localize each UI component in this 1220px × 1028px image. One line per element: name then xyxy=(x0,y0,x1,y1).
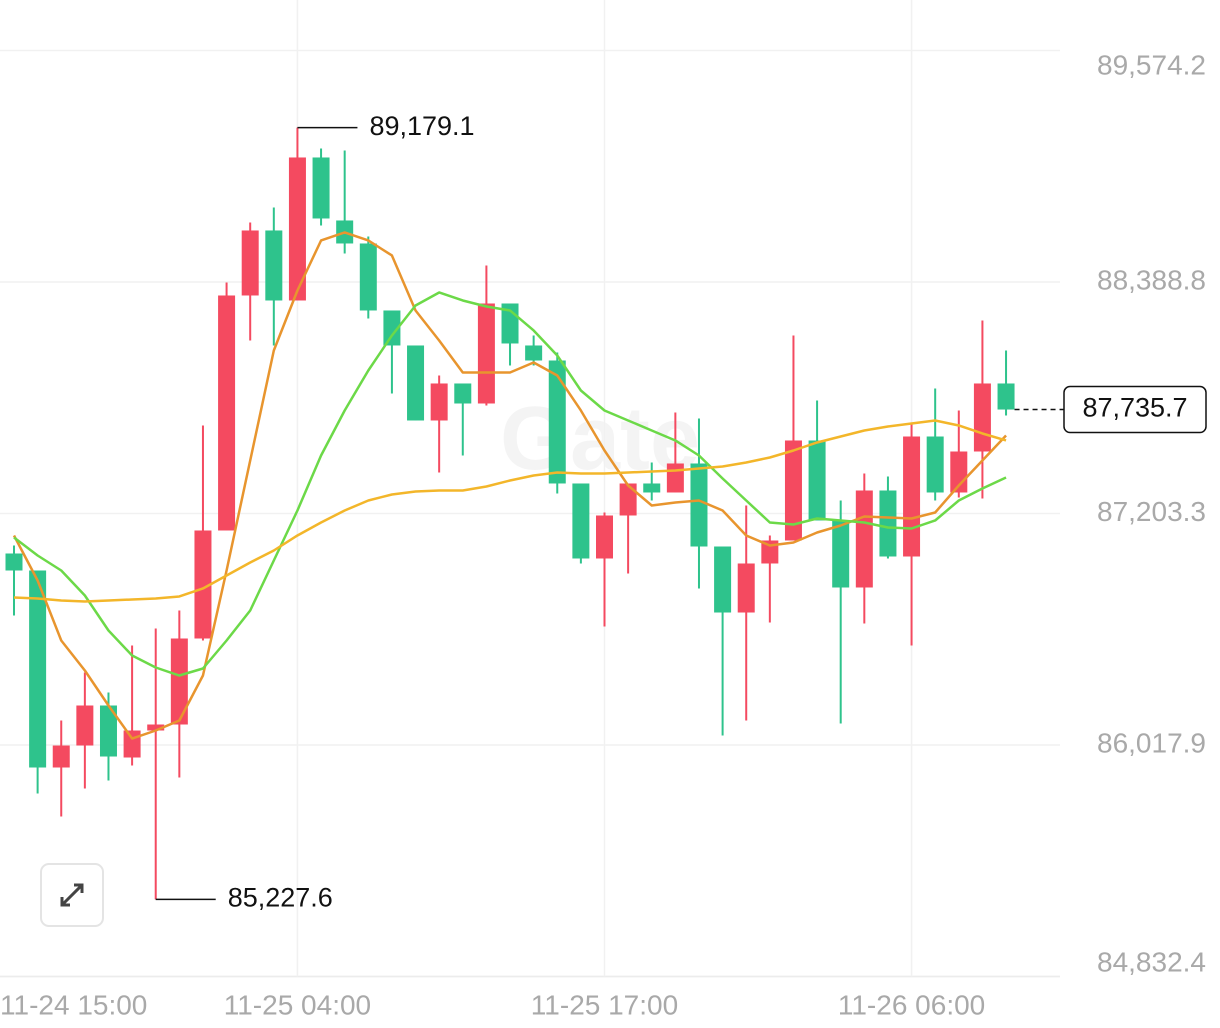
candle-body xyxy=(855,490,873,588)
candle-body xyxy=(241,230,259,296)
last-price-label: 87,735.7 xyxy=(1082,393,1187,423)
candle-body xyxy=(572,483,590,559)
candle-body xyxy=(997,383,1015,410)
candle-body xyxy=(407,345,425,421)
candle-body xyxy=(123,730,141,758)
candle-body xyxy=(76,705,94,746)
x-tick-label: 11-26 06:00 xyxy=(838,989,985,1020)
candle-body xyxy=(879,490,897,557)
candle-body xyxy=(761,540,779,564)
y-tick-label: 87,203.3 xyxy=(1097,496,1206,527)
candle-body xyxy=(265,230,283,301)
candle-body xyxy=(832,520,850,588)
candle-body xyxy=(525,345,543,361)
candle-body xyxy=(903,436,921,557)
candle-body xyxy=(926,436,944,493)
x-tick-label: 11-25 17:00 xyxy=(531,989,678,1020)
candle-body xyxy=(52,745,70,768)
y-tick-label: 84,832.4 xyxy=(1097,946,1206,977)
moving-average-line xyxy=(13,291,1007,677)
candle-body xyxy=(99,705,117,757)
candle-body xyxy=(808,440,826,521)
candle-body xyxy=(619,483,637,516)
candle-body xyxy=(170,638,188,725)
candle-body xyxy=(5,553,23,571)
x-tick-label: 11-24 15:00 xyxy=(0,989,147,1020)
candle-body xyxy=(383,310,401,346)
y-tick-label: 88,388.8 xyxy=(1097,264,1206,295)
annotation-label: 89,179.1 xyxy=(369,111,474,141)
candle-body xyxy=(147,724,165,731)
candle-body xyxy=(596,515,613,559)
moving-average-line xyxy=(12,231,1007,740)
expand-button[interactable] xyxy=(40,863,104,927)
candle-body xyxy=(784,440,802,541)
candle-body xyxy=(29,570,47,768)
candle-body xyxy=(477,303,495,404)
x-tick-label: 11-25 04:00 xyxy=(224,989,371,1020)
candle-body xyxy=(194,530,212,639)
expand-icon[interactable] xyxy=(60,883,84,907)
candle-body xyxy=(643,483,661,493)
moving-average-line xyxy=(13,419,1007,603)
candle-body xyxy=(430,383,448,421)
y-tick-label: 89,574.2 xyxy=(1097,49,1206,80)
candle-body xyxy=(973,383,991,452)
candle-body xyxy=(218,295,236,531)
candle-body xyxy=(548,360,566,484)
candle-body xyxy=(312,157,330,219)
candle-body xyxy=(454,383,472,404)
y-tick-label: 86,017.9 xyxy=(1097,727,1206,758)
last-price-box xyxy=(1063,385,1207,434)
candle-body xyxy=(666,463,684,493)
candle-body xyxy=(737,563,755,613)
candle-body xyxy=(359,243,377,311)
candle-body xyxy=(690,463,708,547)
candle-body xyxy=(288,157,306,301)
candle-body xyxy=(714,546,732,613)
annotation-label: 85,227.6 xyxy=(228,882,333,912)
